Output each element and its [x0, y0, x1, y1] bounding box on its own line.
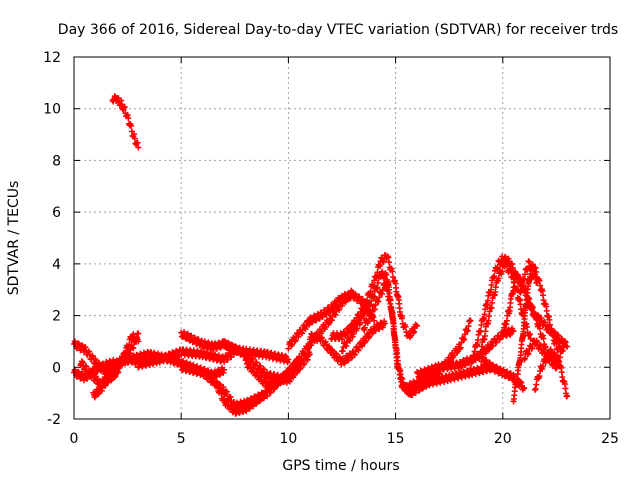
data-point [135, 144, 142, 151]
series-arc21 [478, 260, 534, 355]
y-axis-ticks: -2 0 2 4 6 8 10 12 [43, 50, 610, 428]
data-point [495, 275, 502, 282]
y-tick-label: -2 [47, 412, 61, 428]
y-tick-label: 8 [52, 153, 61, 169]
data-point [414, 322, 421, 329]
data-point [510, 328, 517, 335]
chart-title: Day 366 of 2016, Sidereal Day-to-day VTE… [58, 22, 618, 38]
data-point [561, 338, 568, 345]
y-tick-label: 12 [43, 50, 61, 66]
data-point [514, 377, 521, 384]
data-point [536, 325, 543, 332]
series-arc7 [135, 346, 238, 371]
data-point [533, 268, 540, 275]
data-point [500, 329, 507, 336]
data-point [387, 297, 394, 304]
data-point [491, 273, 498, 280]
y-tick-label: 4 [52, 257, 61, 273]
series-arc27 [521, 337, 568, 372]
data-point [381, 320, 388, 327]
data-point [399, 315, 406, 322]
data-point [371, 293, 378, 300]
data-point [518, 282, 525, 289]
x-tick-label: 25 [601, 431, 619, 447]
data-point [521, 276, 528, 283]
series-arc24 [510, 264, 541, 405]
data-point [540, 335, 547, 342]
data-point [389, 268, 396, 275]
data-point [218, 390, 225, 397]
plot-frame [73, 56, 611, 420]
data-point [494, 264, 501, 271]
y-tick-label: 0 [52, 360, 61, 376]
data-point [467, 365, 474, 372]
data-point [507, 268, 514, 275]
series-arc16 [339, 268, 416, 398]
y-tick-label: 10 [43, 102, 61, 118]
x-axis-ticks: 0 5 10 15 20 25 [70, 57, 619, 447]
data-point [533, 381, 540, 388]
data-point [386, 259, 393, 266]
series-arc4 [90, 330, 142, 401]
data-point [284, 377, 291, 384]
data-point [402, 323, 409, 330]
series-arc15 [328, 251, 421, 343]
series-arc14 [306, 318, 388, 368]
y-axis-label: SDTVAR / TECUs [6, 181, 22, 296]
data-point [128, 122, 135, 129]
series-arc17 [360, 280, 496, 399]
data-point [371, 317, 378, 324]
x-tick-label: 15 [387, 431, 405, 447]
data-point [375, 279, 382, 286]
data-point [553, 364, 560, 371]
data-point [130, 345, 137, 352]
x-tick-label: 0 [70, 431, 79, 447]
data-point [133, 335, 140, 342]
data-point [503, 317, 510, 324]
y-tick-label: 6 [52, 205, 61, 221]
y-tick-label: 2 [52, 309, 61, 325]
data-point [521, 384, 528, 391]
data-point [221, 366, 228, 373]
data-point [524, 324, 531, 331]
data-point [499, 268, 506, 275]
x-tick-label: 5 [177, 431, 186, 447]
data-point [359, 296, 366, 303]
data-point [564, 392, 571, 399]
data-point [306, 351, 313, 358]
data-point [384, 288, 391, 295]
data-point [285, 356, 292, 363]
data-point [536, 373, 543, 380]
data-points [71, 93, 571, 417]
data-point [556, 354, 563, 361]
data-point [125, 115, 132, 122]
x-axis-label: GPS time / hours [282, 458, 399, 474]
series-arc5 [109, 93, 142, 151]
data-point [558, 369, 565, 376]
data-point [560, 343, 567, 350]
data-point [467, 317, 474, 324]
x-tick-label: 10 [279, 431, 297, 447]
data-point [121, 103, 128, 110]
x-tick-label: 20 [494, 431, 512, 447]
data-point [542, 343, 549, 350]
data-point [135, 330, 142, 337]
